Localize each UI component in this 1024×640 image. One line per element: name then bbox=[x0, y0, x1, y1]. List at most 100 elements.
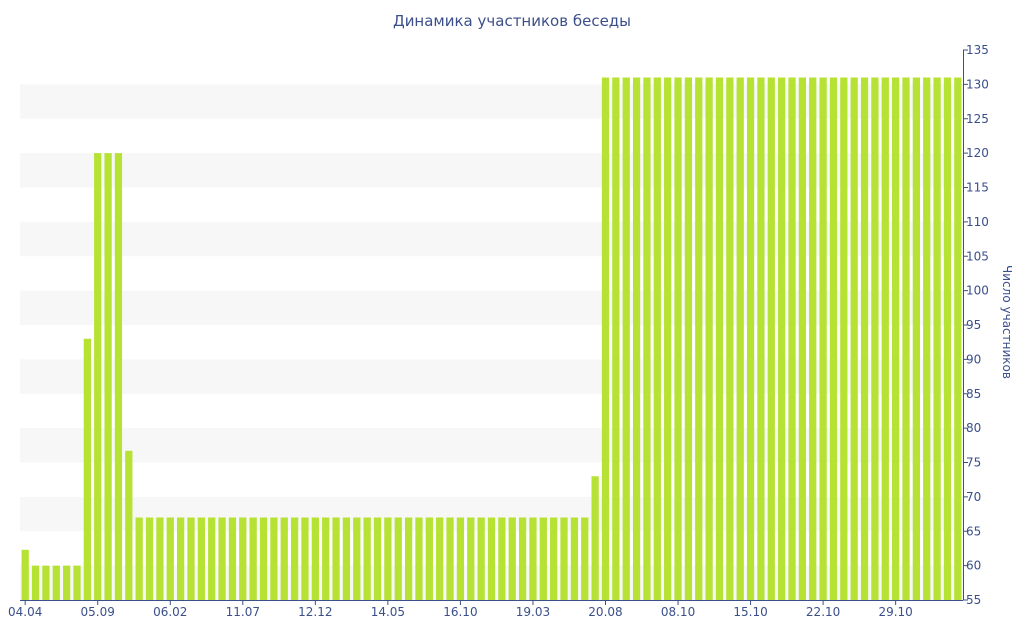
bar[interactable] bbox=[653, 77, 661, 601]
bar[interactable] bbox=[933, 77, 941, 601]
bar[interactable] bbox=[73, 565, 81, 601]
bar[interactable] bbox=[643, 77, 651, 601]
bar[interactable] bbox=[695, 77, 703, 601]
bar[interactable] bbox=[415, 517, 423, 601]
bar[interactable] bbox=[757, 77, 765, 601]
bar[interactable] bbox=[363, 517, 371, 601]
bar[interactable] bbox=[187, 517, 195, 601]
bar[interactable] bbox=[114, 153, 123, 601]
bar[interactable] bbox=[208, 517, 216, 601]
bar[interactable] bbox=[746, 77, 755, 601]
bar[interactable] bbox=[788, 77, 796, 601]
bar[interactable] bbox=[809, 77, 817, 601]
bar[interactable] bbox=[83, 338, 91, 600]
bar[interactable] bbox=[21, 549, 29, 600]
bar[interactable] bbox=[280, 517, 288, 601]
bar[interactable] bbox=[52, 565, 60, 601]
bar[interactable] bbox=[218, 517, 226, 601]
bar[interactable] bbox=[42, 565, 50, 601]
bar[interactable] bbox=[612, 77, 620, 601]
x-tick-label: 04.04 bbox=[8, 605, 42, 619]
bar[interactable] bbox=[436, 517, 444, 601]
bar[interactable] bbox=[581, 517, 589, 601]
y-tick-label: 65 bbox=[966, 524, 981, 538]
bar[interactable] bbox=[270, 517, 278, 601]
bar[interactable] bbox=[664, 77, 672, 601]
bar[interactable] bbox=[446, 517, 454, 601]
bar[interactable] bbox=[135, 517, 143, 601]
bar[interactable] bbox=[518, 517, 527, 601]
bar[interactable] bbox=[290, 517, 299, 601]
bar[interactable] bbox=[156, 517, 164, 601]
bar[interactable] bbox=[860, 77, 869, 601]
bar-series bbox=[21, 77, 962, 601]
bar[interactable] bbox=[125, 450, 133, 600]
bar[interactable] bbox=[394, 517, 402, 601]
bar[interactable] bbox=[425, 517, 433, 601]
bar[interactable] bbox=[301, 517, 309, 601]
bar[interactable] bbox=[239, 517, 247, 601]
bar[interactable] bbox=[560, 517, 568, 601]
bar[interactable] bbox=[332, 517, 340, 601]
bar[interactable] bbox=[63, 565, 71, 601]
bar[interactable] bbox=[767, 77, 775, 601]
bar[interactable] bbox=[311, 517, 319, 601]
bar[interactable] bbox=[550, 517, 558, 601]
bar[interactable] bbox=[850, 77, 858, 601]
bar[interactable] bbox=[322, 517, 330, 601]
bar[interactable] bbox=[591, 476, 599, 600]
bar[interactable] bbox=[622, 77, 630, 601]
bar[interactable] bbox=[104, 153, 112, 601]
bar[interactable] bbox=[353, 517, 361, 601]
bar[interactable] bbox=[259, 517, 268, 601]
bar[interactable] bbox=[404, 517, 413, 601]
bar[interactable] bbox=[778, 77, 786, 601]
bar[interactable] bbox=[902, 77, 910, 601]
bar[interactable] bbox=[674, 77, 682, 601]
bar[interactable] bbox=[819, 77, 827, 601]
bar[interactable] bbox=[715, 77, 724, 601]
bar[interactable] bbox=[508, 517, 516, 601]
bar[interactable] bbox=[539, 517, 547, 601]
bar[interactable] bbox=[31, 565, 40, 601]
bar[interactable] bbox=[477, 517, 485, 601]
bar[interactable] bbox=[954, 77, 962, 601]
bar[interactable] bbox=[228, 517, 237, 601]
bar[interactable] bbox=[736, 77, 744, 601]
bar[interactable] bbox=[145, 517, 154, 601]
x-tick-label: 12.12 bbox=[298, 605, 332, 619]
bar[interactable] bbox=[249, 517, 257, 601]
bar[interactable] bbox=[943, 77, 952, 601]
y-tick-label: 135 bbox=[966, 43, 989, 57]
bar[interactable] bbox=[456, 517, 465, 601]
bar[interactable] bbox=[373, 517, 382, 601]
bar[interactable] bbox=[384, 517, 392, 601]
bar[interactable] bbox=[726, 77, 734, 601]
bar[interactable] bbox=[342, 517, 351, 601]
bar[interactable] bbox=[467, 517, 475, 601]
bar[interactable] bbox=[94, 153, 102, 601]
bar[interactable] bbox=[197, 517, 205, 601]
bar[interactable] bbox=[892, 77, 900, 601]
bar[interactable] bbox=[923, 77, 931, 601]
bar[interactable] bbox=[487, 517, 496, 601]
bar[interactable] bbox=[601, 77, 610, 601]
bar[interactable] bbox=[881, 77, 889, 601]
bar[interactable] bbox=[912, 77, 920, 601]
bar[interactable] bbox=[684, 77, 693, 601]
bar[interactable] bbox=[166, 517, 174, 601]
bar[interactable] bbox=[840, 77, 848, 601]
bar[interactable] bbox=[529, 517, 537, 601]
y-tick-label: 75 bbox=[966, 456, 981, 470]
bar[interactable] bbox=[632, 77, 641, 601]
x-axis-ticks: 04.04 05.09 06.02 11.07 12.12 14.05 16.10 19.03… bbox=[8, 600, 913, 619]
bar[interactable] bbox=[498, 517, 506, 601]
bar[interactable] bbox=[871, 77, 879, 601]
bar[interactable] bbox=[829, 77, 838, 601]
bar[interactable] bbox=[570, 517, 579, 601]
y-tick-label: 85 bbox=[966, 387, 981, 401]
bar[interactable] bbox=[705, 77, 713, 601]
bar[interactable] bbox=[176, 517, 185, 601]
bar[interactable] bbox=[798, 77, 806, 601]
